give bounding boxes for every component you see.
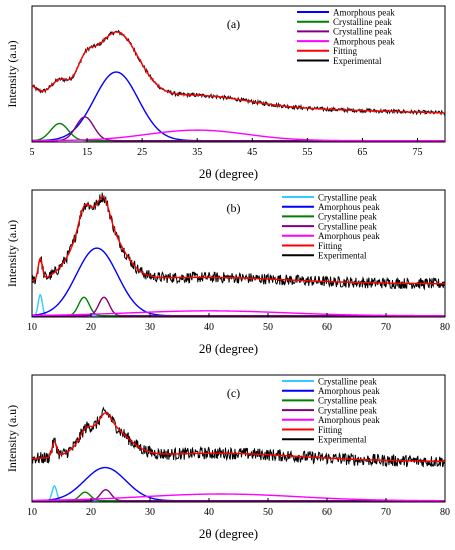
plot-frame: [31, 5, 446, 143]
legend-entry: Experimental: [318, 435, 367, 445]
legend-entry: Crystalline peak: [318, 396, 377, 406]
legend-entry: Crystalline peak: [333, 17, 392, 27]
x-tick-label: 20: [86, 322, 96, 333]
x-tick-label: 5: [30, 147, 35, 158]
legend-entry: Fitting: [318, 425, 343, 435]
chart-panel-3: 10 20 30 40 50 60 70 80 (c) 2θ (degree) Intensity …: [5, 374, 450, 541]
x-tick-label: 60: [322, 507, 332, 518]
series-line-crystalline-peak-3: [32, 488, 445, 502]
legend-entry: Amorphous peak: [318, 386, 380, 396]
series-line-crystalline-peak-2: [32, 116, 445, 142]
x-tick-label: 40: [204, 322, 214, 333]
x-tick-label: 15: [82, 147, 92, 158]
series-line-experimental: [31, 406, 446, 468]
x-tick-label: 60: [322, 322, 332, 333]
x-tick-label: 45: [247, 147, 257, 158]
x-tick-label: 65: [357, 147, 367, 158]
legend-entry: Crystalline peak: [318, 212, 377, 222]
x-tick-label: 70: [381, 507, 391, 518]
x-tick-label: 75: [412, 147, 422, 158]
x-tick-label: 30: [145, 322, 155, 333]
y-axis-title: Intensity (a.u): [5, 405, 19, 472]
x-tick-label: 70: [381, 322, 391, 333]
chart-panel-2: 10 20 30 40 50 60 70 80 (b) 2θ (degree) Intensity …: [5, 189, 450, 356]
chart-panel-1: 5 15 25 35 45 55 65 75 (a) 2θ (degree) Intensity (…: [5, 5, 446, 181]
legend-entry: Amorphous peak: [318, 415, 380, 425]
panel-label: (b): [227, 201, 241, 215]
legend-entry: Amorphous peak: [318, 231, 380, 241]
x-tick-label: 80: [440, 322, 450, 333]
legend-entry: Fitting: [333, 46, 358, 56]
legend-entry: Crystalline peak: [318, 192, 377, 202]
legend-entry: Crystalline peak: [318, 376, 377, 386]
legend-entry: Amorphous peak: [318, 202, 380, 212]
x-tick-label: 10: [27, 507, 37, 518]
legend-entry: Experimental: [318, 251, 367, 261]
x-axis-title: 2θ (degree): [199, 526, 258, 541]
legend-entry: Crystalline peak: [318, 405, 377, 415]
x-tick-label: 10: [27, 322, 37, 333]
series-line-amorphous-peak-4: [32, 493, 446, 502]
x-tick-label: 40: [204, 507, 214, 518]
legend-entry: Fitting: [318, 241, 343, 251]
plot-frame: [31, 374, 446, 503]
x-tick-label: 30: [145, 507, 155, 518]
legend-entry: Experimental: [333, 56, 382, 66]
x-axis-title: 2θ (degree): [199, 341, 258, 356]
panel-label: (c): [227, 386, 240, 400]
x-tick-label: 35: [192, 147, 202, 158]
series-line-amorphous-peak-4: [31, 310, 445, 317]
series-line-fitting: [31, 412, 446, 463]
series-line-amorphous-peak-3: [32, 129, 445, 142]
x-tick-label: 25: [137, 147, 147, 158]
legend-entry: Crystalline peak: [318, 221, 377, 231]
y-axis-title: Intensity (a.u): [5, 40, 19, 107]
x-tick-label: 55: [302, 147, 312, 158]
x-tick-label: 50: [263, 322, 273, 333]
x-tick-label: 50: [263, 507, 273, 518]
x-tick-label: 20: [86, 507, 96, 518]
legend-entry: Amorphous peak: [333, 7, 395, 17]
legend-entry: Amorphous peak: [333, 36, 395, 46]
series-line-amorphous-peak-0: [32, 71, 445, 142]
series-line-amorphous-peak-1: [31, 466, 445, 502]
panel-label: (a): [227, 17, 240, 31]
y-axis-title: Intensity (a.u): [5, 220, 19, 287]
series-line-fitting: [31, 31, 446, 114]
series-line-fitting: [31, 196, 446, 285]
series-line-crystalline-peak-3: [32, 296, 445, 317]
x-tick-label: 80: [440, 507, 450, 518]
plot-frame: [31, 189, 446, 318]
x-axis-title: 2θ (degree): [199, 166, 258, 181]
legend-entry: Crystalline peak: [333, 27, 392, 37]
